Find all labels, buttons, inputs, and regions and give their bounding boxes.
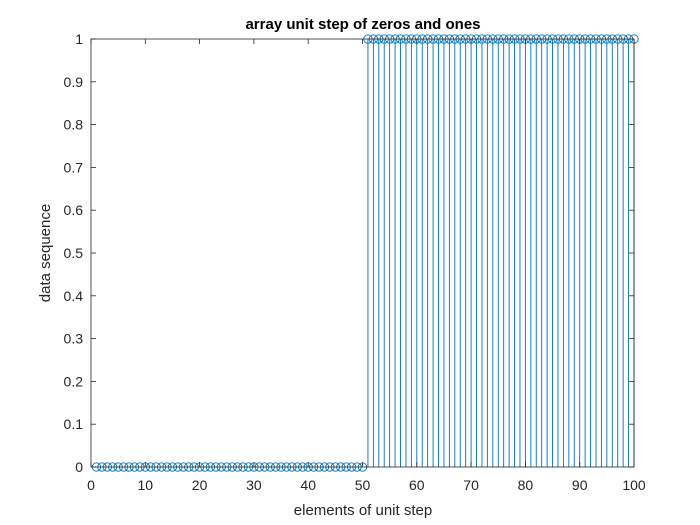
x-tick-label: 30: [246, 477, 262, 493]
chart-title: array unit step of zeros and ones: [245, 16, 480, 33]
x-axis-ticks: 0 10 20 30 40 50 60 70 80 90 100: [87, 39, 646, 493]
x-tick-label: 80: [518, 477, 534, 493]
y-tick-label: 0.1: [64, 416, 84, 432]
y-tick-label: 0.7: [64, 159, 84, 175]
x-tick-label: 60: [409, 477, 425, 493]
x-tick-label: 70: [463, 477, 479, 493]
y-tick-label: 0.3: [64, 331, 84, 347]
x-tick-label: 0: [87, 477, 95, 493]
x-tick-label: 50: [355, 477, 371, 493]
x-tick-label: 10: [138, 477, 154, 493]
y-axis-label: data sequence: [37, 204, 54, 302]
y-tick-label: 1: [75, 31, 83, 47]
x-tick-label: 20: [192, 477, 208, 493]
y-tick-label: 0: [75, 459, 83, 475]
y-tick-label: 0.8: [64, 117, 84, 133]
y-tick-label: 0.6: [64, 202, 84, 218]
y-tick-label: 0.9: [64, 74, 84, 90]
x-tick-label: 40: [300, 477, 316, 493]
x-tick-label: 100: [622, 477, 646, 493]
stem-series: [91, 34, 639, 472]
x-axis-label: elements of unit step: [294, 502, 432, 519]
plot-area: [91, 39, 634, 467]
x-tick-label: 90: [572, 477, 588, 493]
y-axis-ticks: 0 0.1 0.2 0.3 0.4 0.5 0.6 0.7 0.8 0.9 1: [64, 31, 634, 475]
y-tick-label: 0.2: [64, 373, 84, 389]
y-tick-label: 0.4: [64, 288, 84, 304]
y-tick-label: 0.5: [64, 245, 84, 261]
